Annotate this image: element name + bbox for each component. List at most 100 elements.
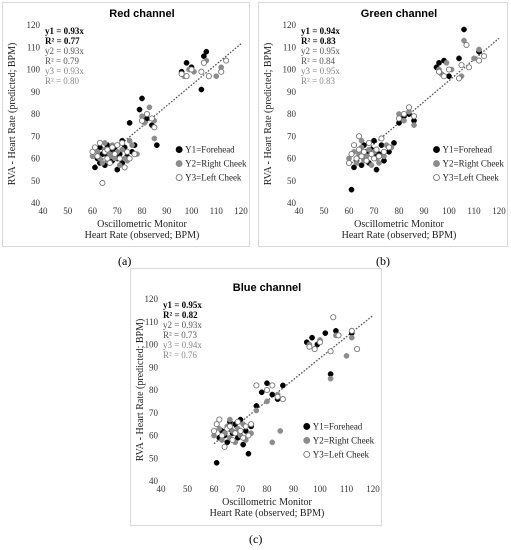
data-point-series-2 [253,407,260,414]
x-tick-label: 90 [162,206,172,216]
data-point-series-3 [355,133,363,140]
equation-annotation: R² = 0.83 [301,36,336,46]
data-point-series-3 [126,155,133,162]
data-point-series-2 [216,425,223,432]
data-point-series-3 [311,346,318,353]
legend-label: Y3=Left Cheek [443,173,500,183]
data-point-series-3 [248,421,255,428]
data-point-series-1 [136,106,143,113]
y-tick-label: 70 [149,408,159,418]
x-tick-label: 100 [313,484,327,494]
data-point-series-1 [201,53,207,60]
data-point-series-1 [154,142,160,148]
y-tick-label: 90 [287,87,297,97]
data-point-series-3 [216,416,223,423]
data-point-series-3 [330,314,337,321]
data-point-series-2 [358,137,365,144]
x-tick-label: 50 [320,206,330,216]
y-tick-label: 110 [283,42,297,52]
legend-label: Y1=Forehead [443,145,493,155]
data-point-series-3 [455,75,463,82]
y-axis-label: RVA - Heart Rate (predicted; BPM) [263,43,274,186]
data-point-series-1 [139,95,145,102]
data-point-series-2 [213,73,220,80]
data-point-series-3 [234,418,241,425]
y-tick-label: 90 [31,87,41,97]
data-point-series-2 [411,122,417,128]
x-axis-label: Heart Rate (observed; BPM) [342,230,457,241]
equation-annotation: R² = 0.76 [163,350,198,360]
data-point-series-3 [253,382,260,389]
y-axis-label: RVA - Heart Rate (predicted; BPM) [135,319,146,462]
data-point-series-1 [183,59,190,66]
data-point-series-3 [354,346,361,353]
y-tick-label: 120 [283,20,297,30]
equation-annotation: R² = 0.83 [301,76,336,86]
y-tick-label: 60 [149,431,159,441]
data-point-series-2 [227,416,233,423]
data-point-series-3 [138,117,146,124]
y-tick-label: 100 [283,65,297,75]
x-tick-label: 120 [366,484,380,494]
y-tick-label: 40 [31,198,41,208]
data-point-series-3 [365,139,373,146]
y-tick-label: 120 [27,20,41,30]
x-tick-label: 70 [370,206,380,216]
x-tick-label: 50 [183,484,193,494]
x-tick-label: 90 [420,206,430,216]
data-point-series-3 [400,110,408,118]
data-point-series-3 [229,436,236,444]
data-point-series-3 [480,53,488,60]
data-point-series-2 [476,46,482,53]
equation-annotation: y1 = 0.94x [301,26,340,36]
green-channel-chart: Green channel 40 50 60 70 80 90 100 110 120 40 50 60… [258,2,508,247]
data-point-series-3 [218,68,225,75]
x-tick-label: 120 [492,206,506,216]
data-point-series-2 [343,353,350,359]
data-point-series-2 [264,398,270,405]
data-point-series-2 [102,140,108,146]
data-point-series-3 [279,396,286,403]
equation-annotation: R² = 0.79 [45,56,80,66]
data-point-series-3 [232,430,239,437]
data-point-series-3 [463,41,470,49]
y-tick-label: 90 [149,362,159,372]
trendline [213,314,374,445]
data-point-series-3 [274,393,281,400]
data-point-series-2 [269,439,276,446]
data-point-series-3 [148,115,155,122]
data-point-series-3 [405,104,413,111]
data-point-series-2 [116,162,123,169]
data-point-series-3 [355,146,363,153]
legend-label: Y1=Forehead [313,421,363,431]
data-point-series-1 [358,162,365,169]
y-tick-label: 80 [31,109,41,119]
data-point-series-2 [119,146,126,153]
data-point-series-1 [436,59,442,66]
data-point-series-1 [446,73,452,80]
data-point-series-3 [91,144,99,151]
y-tick-label: 40 [149,476,159,486]
equation-annotation: R² = 0.77 [45,36,80,46]
data-point-series-3 [89,148,96,155]
legend-label: Y2=Right Cheek [313,435,375,445]
data-point-series-1 [309,334,315,341]
x-axis-label: Heart Rate (observed; BPM) [210,508,325,519]
equation-annotation: y3 = 0.93x [45,66,84,76]
panel-label-b: (b) [376,254,390,268]
data-point-series-1 [280,382,286,389]
data-point-series-3 [465,64,473,71]
blue-channel-chart: Blue channel 40 50 60 70 80 90 100 110 120 40 50 60 7… [130,268,382,526]
data-point-series-2 [366,146,372,153]
y-axis-label: RVA - Heart Rate (predicted; BPM) [7,43,18,186]
chart-svg: Red channel 40 50 60 70 80 90 100 110 120 40 50 60 70… [7,8,248,241]
data-point-series-1 [371,137,377,144]
data-point-series-2 [129,142,135,148]
data-point-series-3 [237,427,244,434]
y-tick-label: 60 [287,154,297,164]
data-point-series-3 [327,348,334,355]
data-point-series-3 [104,146,111,153]
y-tick-label: 70 [31,131,41,141]
data-point-series-3 [226,423,233,430]
data-point-series-3 [200,59,207,66]
